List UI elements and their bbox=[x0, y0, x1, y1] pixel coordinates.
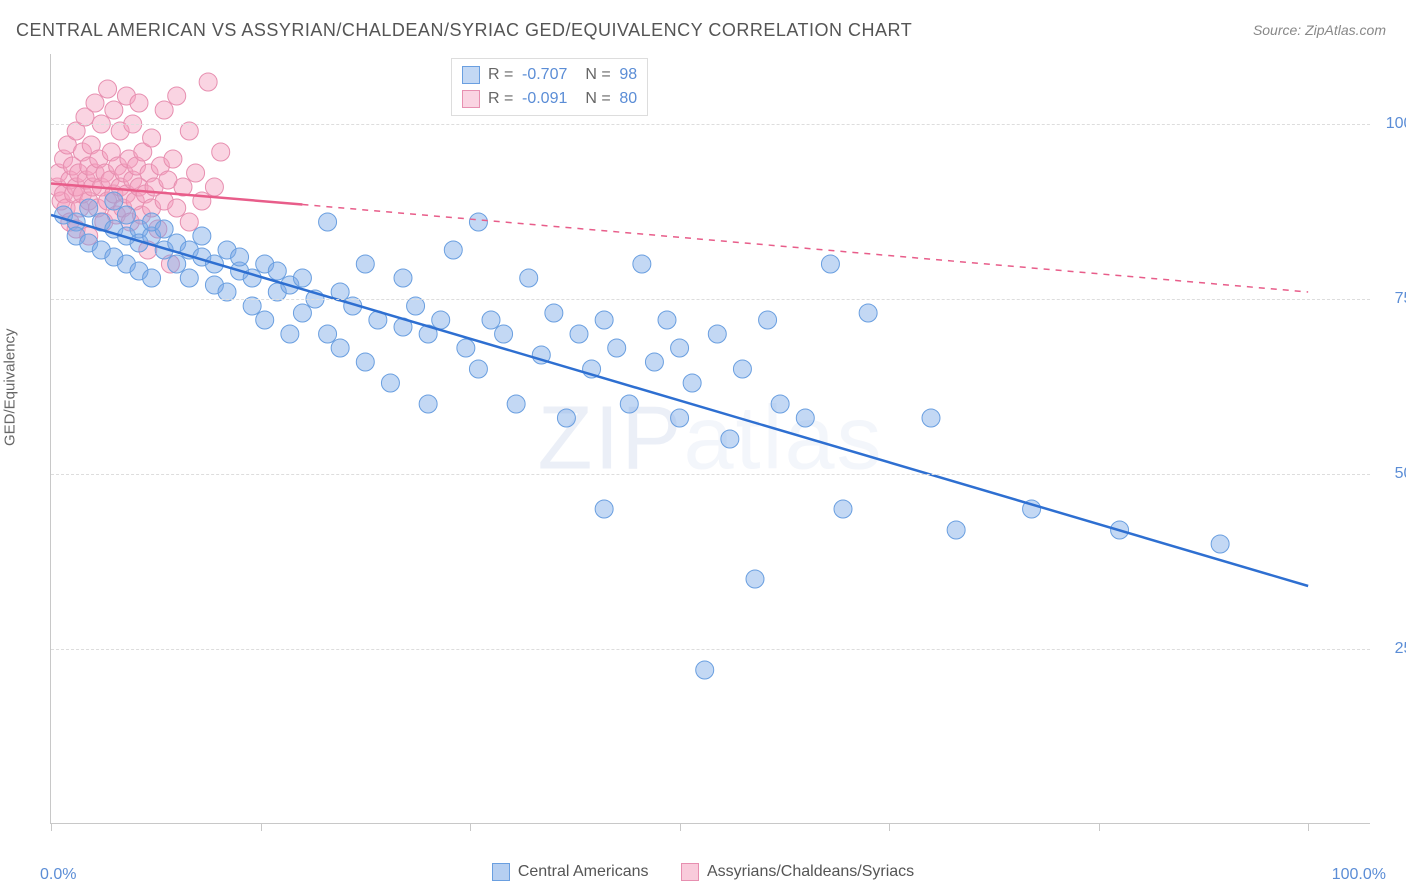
x-tick bbox=[261, 823, 262, 831]
x-tick bbox=[470, 823, 471, 831]
x-tick bbox=[680, 823, 681, 831]
x-tick bbox=[1308, 823, 1309, 831]
y-tick-label: 50.0% bbox=[1380, 465, 1406, 483]
y-gridline bbox=[51, 124, 1370, 125]
source-label: Source: ZipAtlas.com bbox=[1253, 22, 1386, 38]
x-tick bbox=[1099, 823, 1100, 831]
legend-label-1: Central Americans bbox=[518, 863, 649, 881]
x-tick bbox=[889, 823, 890, 831]
swatch-series-2 bbox=[681, 863, 699, 881]
legend-item-1: Central Americans bbox=[492, 863, 649, 881]
legend-label-2: Assyrians/Chaldeans/Syriacs bbox=[707, 863, 914, 881]
chart-svg bbox=[51, 54, 1371, 824]
x-tick bbox=[51, 823, 52, 831]
y-gridline bbox=[51, 474, 1370, 475]
legend-bottom: Central Americans Assyrians/Chaldeans/Sy… bbox=[0, 863, 1406, 886]
y-tick-label: 25.0% bbox=[1380, 640, 1406, 658]
y-gridline bbox=[51, 299, 1370, 300]
y-axis-title: GED/Equivalency bbox=[2, 328, 19, 446]
legend-item-2: Assyrians/Chaldeans/Syriacs bbox=[681, 863, 914, 881]
y-gridline bbox=[51, 649, 1370, 650]
plot-area: ZIPatlas R = -0.707 N = 98 R = -0.091 N … bbox=[50, 54, 1370, 824]
chart-title: CENTRAL AMERICAN VS ASSYRIAN/CHALDEAN/SY… bbox=[16, 20, 912, 41]
y-tick-label: 75.0% bbox=[1380, 290, 1406, 308]
swatch-series-1 bbox=[492, 863, 510, 881]
y-tick-label: 100.0% bbox=[1380, 115, 1406, 133]
